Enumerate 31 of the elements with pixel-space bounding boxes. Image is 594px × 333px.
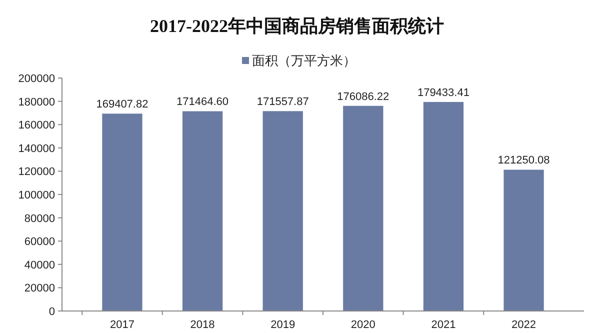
y-tick-label: 60000: [24, 236, 55, 248]
y-tick-label: 120000: [18, 166, 55, 178]
chart-title: 2017-2022年中国商品房销售面积统计: [150, 16, 444, 36]
bar: [182, 111, 223, 311]
y-tick-label: 80000: [24, 212, 55, 225]
y-tick-label: 140000: [18, 142, 55, 155]
x-tick-label: 2020: [350, 319, 376, 331]
y-tick-label: 200000: [18, 73, 55, 85]
bar: [343, 106, 384, 311]
text: 121250.08: [498, 154, 550, 167]
y-tick-label: 40000: [24, 259, 55, 272]
bar: [423, 102, 464, 311]
x-tick-label: 2019: [270, 319, 296, 331]
bar: [102, 114, 142, 311]
text: 169407.82: [96, 98, 148, 111]
bar: [504, 170, 544, 311]
text: 171464.60: [176, 96, 229, 108]
y-tick-label: 20000: [24, 282, 55, 295]
text: 176086.22: [337, 90, 390, 103]
x-tick-label: 2021: [431, 319, 456, 331]
y-tick-label: 160000: [18, 120, 55, 132]
text: 171557.87: [256, 96, 309, 108]
y-tick-label: 100000: [18, 190, 55, 202]
y-tick-label: 180000: [18, 96, 55, 108]
x-tick-label: 2018: [190, 319, 215, 331]
text: 179433.41: [417, 86, 470, 99]
legend-label: 面积（万平方米）: [252, 53, 356, 68]
y-tick-label: 0: [48, 306, 55, 318]
bar: [262, 111, 303, 311]
x-tick-label: 2022: [512, 319, 536, 331]
x-tick-label: 2017: [110, 319, 134, 331]
